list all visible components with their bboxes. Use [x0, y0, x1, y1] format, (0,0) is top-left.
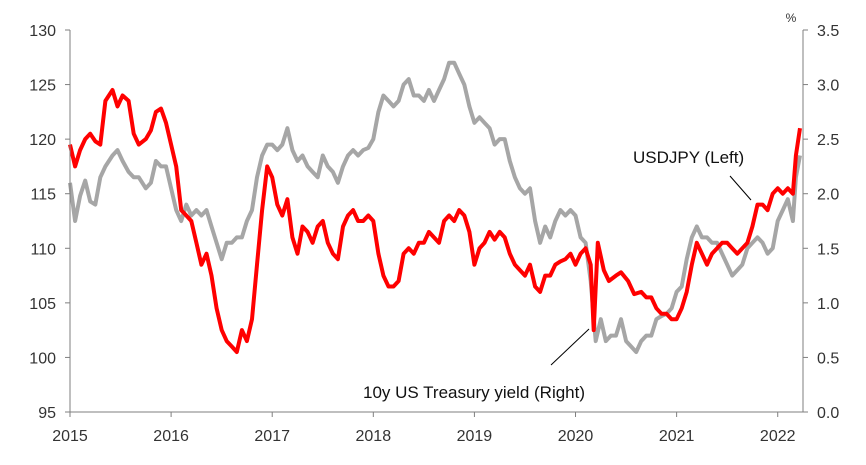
x-axis-tick-label: 2020	[558, 428, 594, 445]
right-axis-tick-label: 1.5	[817, 241, 839, 258]
usdjpy-annotation: USDJPY (Left)	[633, 148, 744, 167]
right-axis-unit: %	[786, 11, 797, 25]
left-axis-tick-label: 125	[29, 78, 56, 95]
x-axis-tick-label: 2022	[760, 428, 796, 445]
tick-labels: 95 100 105 110 115 120 125 130 0.0 0.5 1.0 1.5 2.0 2.…	[29, 23, 839, 445]
right-axis-tick-label: 3.0	[817, 78, 839, 95]
treasury-annotation: 10y US Treasury yield (Right)	[363, 383, 585, 402]
x-axis-tick-label: 2016	[153, 428, 189, 445]
left-axis-tick-label: 110	[30, 241, 56, 258]
treasury-callout-line	[550, 328, 590, 366]
right-axis-tick-label: 1.0	[817, 296, 839, 313]
x-axis-tick-label: 2021	[659, 428, 695, 445]
axes	[69, 30, 804, 413]
right-axis-tick-label: 0.5	[817, 350, 839, 367]
left-axis-tick-label: 95	[38, 405, 56, 422]
x-axis-tick-label: 2019	[457, 428, 493, 445]
usdjpy-callout-line	[729, 175, 752, 201]
usdjpy-line	[68, 88, 802, 354]
left-axis-tick-label: 100	[29, 350, 56, 367]
left-axis-tick-label: 120	[29, 132, 56, 149]
right-axis-tick-label: 3.5	[817, 23, 839, 40]
left-axis-tick-label: 115	[30, 187, 56, 204]
treasury-yield-line	[68, 60, 802, 354]
x-axis-tick-label: 2015	[52, 428, 88, 445]
x-axis-tick-label: 2017	[254, 428, 290, 445]
right-axis-tick-label: 0.0	[817, 405, 839, 422]
right-axis-tick-label: 2.0	[817, 187, 839, 204]
right-axis-tick-label: 2.5	[817, 132, 839, 149]
series-lines	[68, 60, 802, 354]
left-axis-tick-label: 105	[29, 296, 56, 313]
x-axis-tick-label: 2018	[356, 428, 392, 445]
left-axis-tick-label: 130	[29, 23, 56, 40]
